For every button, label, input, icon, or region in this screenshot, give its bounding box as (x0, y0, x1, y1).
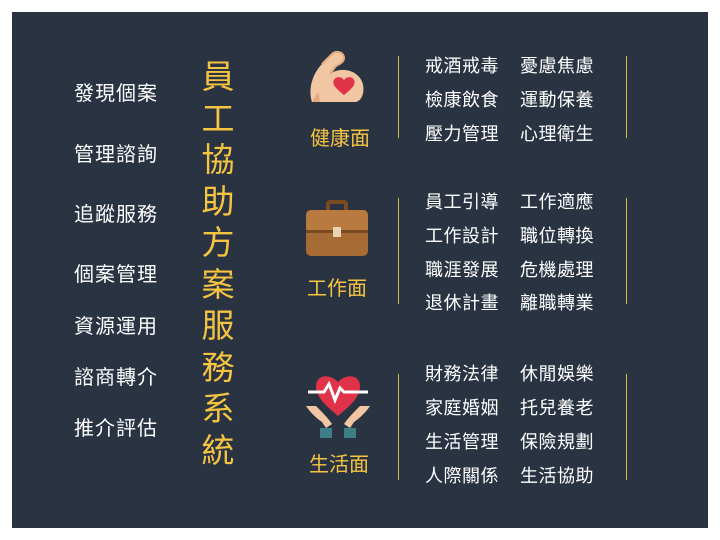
title-char: 工 (201, 98, 235, 138)
work-item: 職涯發展 (425, 260, 499, 281)
health-item: 憂慮焦慮 (520, 56, 594, 77)
work-item: 職位轉換 (520, 226, 594, 247)
category-label-life: 生活面 (309, 452, 369, 476)
hands-heart-pulse-icon (306, 376, 370, 438)
work-item: 危機處理 (520, 260, 594, 281)
left-rule-health (398, 56, 399, 138)
category-label-health: 健康面 (310, 126, 370, 150)
left-rule-life (398, 374, 399, 480)
title-char: 方 (201, 223, 235, 262)
health-item: 壓力管理 (425, 124, 499, 145)
diagram-panel: 發現個案 管理諮詢 追蹤服務 個案管理 資源運用 諮商轉介 推介評估 員 工 協… (12, 12, 708, 528)
left-list-item: 發現個案 (74, 81, 158, 105)
life-item: 家庭婚姻 (425, 398, 499, 419)
title-char: 協 (201, 140, 235, 179)
health-item: 戒酒戒毒 (425, 56, 499, 77)
left-list-item: 資源運用 (74, 314, 158, 338)
right-rule-life (626, 374, 627, 480)
work-item: 工作適應 (520, 192, 594, 213)
title-char: 系 (201, 389, 235, 428)
life-item: 生活管理 (425, 432, 499, 453)
title-char: 服 (201, 306, 235, 345)
health-item: 心理衛生 (520, 124, 594, 145)
right-rule-health (626, 56, 627, 138)
title-char: 務 (201, 347, 235, 387)
title-char: 案 (201, 264, 235, 304)
life-item: 休閒娛樂 (520, 364, 594, 385)
left-rule-work (398, 198, 399, 304)
left-list-item: 追蹤服務 (74, 202, 158, 226)
work-item: 離職轉業 (520, 293, 594, 314)
health-item: 運動保養 (520, 90, 594, 111)
category-label-work: 工作面 (307, 276, 367, 300)
title-char: 員 (201, 57, 235, 96)
title-char: 助 (201, 181, 235, 221)
briefcase-icon (306, 200, 368, 256)
work-item: 退休計畫 (425, 293, 499, 314)
life-item: 托兒養老 (520, 398, 594, 419)
life-item: 人際關係 (425, 466, 499, 487)
right-rule-work (626, 198, 627, 304)
work-item: 員工引導 (425, 192, 499, 213)
health-item: 檢康飲食 (425, 90, 499, 111)
left-list-item: 諮商轉介 (74, 365, 158, 389)
life-item: 財務法律 (425, 364, 499, 385)
flexed-arm-heart-icon (310, 50, 364, 102)
work-item: 工作設計 (425, 226, 499, 247)
vertical-title: 員 工 協 助 方 案 服 務 系 統 (198, 56, 238, 471)
life-item: 生活協助 (520, 466, 594, 487)
left-list-item: 個案管理 (74, 262, 158, 286)
life-item: 保險規劃 (520, 432, 594, 453)
left-list-item: 管理諮詢 (74, 142, 158, 166)
left-list-item: 推介評估 (74, 416, 158, 440)
title-char: 統 (201, 430, 235, 470)
